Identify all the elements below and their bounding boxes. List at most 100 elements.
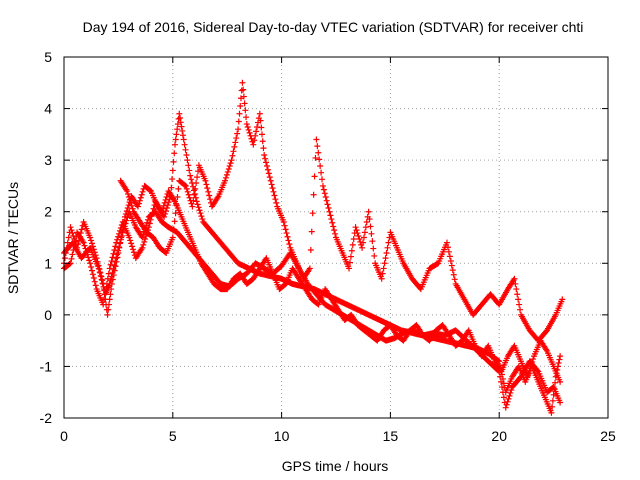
data-point-sat-track-d	[526, 367, 533, 374]
grid-lines	[64, 57, 608, 418]
data-point-sat-track-d	[106, 265, 113, 272]
data-point-sat-track-a	[186, 167, 193, 174]
data-point-sat-track-a	[169, 176, 176, 183]
x-axis-label: GPS time / hours	[282, 458, 389, 474]
data-point-sat-track-d	[126, 234, 133, 241]
data-point-sat-track-c	[172, 210, 179, 217]
data-point-sat-track-c	[175, 185, 182, 192]
data-point-sat-track-d	[104, 275, 111, 282]
data-point-sat-track-c	[259, 131, 266, 138]
data-point-sat-track-b	[96, 269, 103, 276]
data-point-sat-track-a	[162, 210, 169, 217]
data-point-sat-track-d	[144, 227, 151, 234]
data-point-sat-track-c	[356, 235, 363, 242]
data-point-sat-track-c	[361, 229, 368, 236]
data-point-sat-track-c	[331, 227, 338, 234]
data-point-sat-track-b	[123, 217, 130, 224]
data-point-sat-track-a	[194, 201, 201, 208]
data-point-sat-track-b	[111, 262, 118, 269]
data-point-sat-track-a	[67, 224, 74, 231]
data-point-sat-track-c	[226, 163, 233, 170]
data-point-sat-track-c	[246, 129, 253, 136]
data-point-sat-track-c	[443, 239, 450, 246]
data-point-sat-track-c	[229, 152, 236, 159]
data-point-sat-track-c	[448, 262, 455, 269]
data-point-sat-track-c	[261, 151, 268, 158]
data-point-sat-track-c	[222, 177, 229, 184]
data-point-sat-track-d	[92, 282, 99, 289]
data-point-sat-track-c	[233, 135, 240, 142]
data-point-sat-track-c	[325, 205, 332, 212]
data-point-sat-track-d	[116, 230, 123, 237]
data-point-sat-track-a	[171, 141, 178, 148]
data-point-sat-track-d	[141, 238, 148, 245]
data-point-sat-track-a	[178, 123, 185, 130]
data-point-sat-track-a	[105, 301, 112, 308]
data-point-sat-track-c	[170, 226, 177, 233]
data-point-sat-track-c	[381, 260, 388, 267]
data-point-sat-track-a	[134, 203, 141, 210]
data-point-sat-track-b	[97, 272, 104, 279]
data-point-sat-track-b	[534, 367, 541, 374]
data-point-sat-track-c	[241, 100, 248, 107]
data-point-sat-track-b	[116, 244, 123, 251]
data-point-sat-track-a	[196, 207, 203, 214]
data-point-sat-track-c	[367, 223, 374, 230]
data-point-sat-track-c	[316, 156, 323, 163]
data-point-sat-track-c	[227, 160, 234, 167]
data-point-sat-track-c	[232, 139, 239, 146]
data-point-sat-track-b	[112, 258, 119, 265]
y-tick-label: -2	[40, 410, 53, 426]
x-tick-label: 5	[169, 428, 177, 444]
data-point-sat-track-c	[263, 159, 270, 166]
data-point-sat-track-b	[508, 387, 515, 394]
data-point-sat-track-a	[557, 353, 564, 360]
data-point-sat-track-c	[347, 253, 354, 260]
data-point-sat-track-c	[267, 177, 274, 184]
data-point-sat-track-c	[349, 241, 356, 248]
data-point-sat-track-c	[193, 179, 200, 186]
data-point-sat-track-a	[549, 397, 556, 404]
chart-title: Day 194 of 2016, Sidereal Day-to-day VTE…	[83, 19, 584, 35]
data-point-sat-track-a	[124, 205, 131, 212]
data-point-sat-track-a	[197, 210, 204, 217]
data-point-sat-track-c	[517, 306, 524, 313]
data-point-sat-track-a	[106, 296, 113, 303]
data-point-sat-track-c	[228, 157, 235, 164]
data-point-sat-track-b	[113, 255, 120, 262]
data-point-sat-track-d	[86, 257, 93, 264]
data-point-sat-track-c	[272, 196, 279, 203]
data-point-sat-track-c	[181, 182, 188, 189]
data-point-sat-track-b	[557, 399, 564, 406]
data-point-sat-track-a	[78, 226, 85, 233]
data-point-sat-track-c	[328, 216, 335, 223]
data-point-sat-track-a	[61, 255, 68, 262]
data-point-sat-track-c	[186, 194, 193, 201]
data-point-sat-track-a	[191, 191, 198, 198]
data-point-sat-track-d	[557, 378, 564, 385]
data-point-sat-track-a	[556, 356, 563, 363]
data-point-sat-track-c	[234, 130, 241, 137]
data-point-sat-track-d	[103, 280, 110, 287]
data-point-sat-track-d	[128, 240, 135, 247]
data-point-sat-track-c	[127, 199, 134, 206]
data-point-sat-track-a	[188, 176, 195, 183]
data-point-sat-track-c	[514, 291, 521, 298]
data-point-sat-track-c	[174, 193, 181, 200]
data-point-sat-track-c	[352, 224, 359, 231]
data-point-sat-track-b	[114, 251, 121, 258]
data-point-sat-track-d	[143, 230, 150, 237]
data-point-sat-track-c	[310, 191, 317, 198]
data-point-sat-track-a	[136, 197, 143, 204]
data-point-sat-track-c	[365, 208, 372, 215]
data-point-sat-track-a	[174, 126, 181, 133]
data-point-sat-track-c	[446, 253, 453, 260]
data-point-sat-track-c	[225, 165, 232, 172]
data-point-sat-track-c	[125, 193, 132, 200]
data-point-sat-track-d	[68, 255, 75, 262]
data-point-sat-track-a	[173, 131, 180, 138]
data-point-sat-track-c	[323, 197, 330, 204]
y-tick-label: 3	[44, 152, 52, 168]
data-point-sat-track-d	[147, 216, 154, 223]
data-point-sat-track-c	[240, 86, 247, 93]
